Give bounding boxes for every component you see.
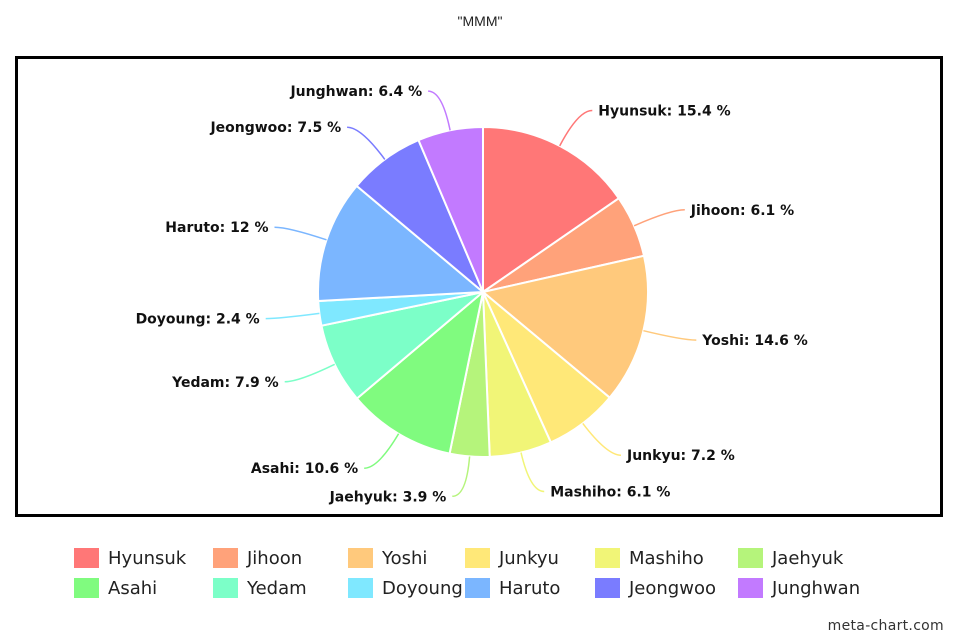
legend-swatch xyxy=(74,578,99,598)
data-label-jihoon: Jihoon: 6.1 % xyxy=(690,203,794,219)
leader-line-yedam xyxy=(284,363,336,383)
pie-slice-junghwan[interactable] xyxy=(417,125,484,293)
data-label-hyunsuk: Hyunsuk: 15.4 % xyxy=(598,104,730,120)
legend-item-jeongwoo[interactable]: Jeongwoo xyxy=(595,576,716,600)
legend-swatch xyxy=(348,548,373,568)
leader-line-jaehyuk xyxy=(452,456,471,498)
legend-label: Mashiho xyxy=(629,547,704,569)
leader-line-hyunsuk xyxy=(559,109,593,147)
watermark: meta-chart.com xyxy=(827,618,944,634)
pie-slice-asahi[interactable] xyxy=(355,289,485,455)
pie-slice-hyunsuk[interactable] xyxy=(482,125,621,294)
legend-item-yedam[interactable]: Yedam xyxy=(213,576,307,600)
legend-swatch xyxy=(595,548,620,568)
legend-label: Haruto xyxy=(499,577,561,599)
leader-line-haruto xyxy=(274,226,327,241)
data-label-doyoung: Doyoung: 2.4 % xyxy=(136,312,260,328)
legend-swatch xyxy=(465,548,490,568)
data-label-yoshi: Yoshi: 14.6 % xyxy=(701,333,808,349)
legend-swatch xyxy=(74,548,99,568)
data-label-jeongwoo: Jeongwoo: 7.5 % xyxy=(209,120,341,136)
leader-line-doyoung xyxy=(265,312,320,320)
legend-label: Jaehyuk xyxy=(772,547,844,569)
legend-label: Asahi xyxy=(108,577,158,599)
data-label-yedam: Yedam: 7.9 % xyxy=(171,375,279,391)
legend-swatch xyxy=(213,548,238,568)
legend-item-doyoung[interactable]: Doyoung xyxy=(348,576,463,600)
data-label-haruto: Haruto: 12 % xyxy=(165,220,268,236)
legend-label: Jeongwoo xyxy=(629,577,716,599)
legend-label: Yoshi xyxy=(382,547,428,569)
leader-line-jihoon xyxy=(633,209,685,227)
leader-line-yoshi xyxy=(643,329,697,341)
leader-line-asahi xyxy=(364,433,400,469)
legend-swatch xyxy=(738,578,763,598)
legend-item-junghwan[interactable]: Junghwan xyxy=(738,576,860,600)
data-label-mashiho: Mashiho: 6.1 % xyxy=(550,485,670,501)
data-label-junghwan: Junghwan: 6.4 % xyxy=(289,84,422,100)
legend-item-junkyu[interactable]: Junkyu xyxy=(465,546,559,570)
legend-item-hyunsuk[interactable]: Hyunsuk xyxy=(74,546,186,570)
legend-item-yoshi[interactable]: Yoshi xyxy=(348,546,427,570)
legend-item-asahi[interactable]: Asahi xyxy=(74,576,157,600)
legend-swatch xyxy=(465,578,490,598)
plot-area: Hyunsuk: 15.4 % Jihoon: 6.1 % Yoshi: 14.6 … xyxy=(15,56,943,517)
legend-item-jihoon[interactable]: Jihoon xyxy=(213,546,302,570)
chart-title: "MMM" xyxy=(457,13,503,29)
legend-label: Yedam xyxy=(247,577,307,599)
legend-label: Hyunsuk xyxy=(108,547,187,569)
pie-chart: Hyunsuk: 15.4 % Jihoon: 6.1 % Yoshi: 14.6 … xyxy=(136,84,808,505)
pie-slice-yoshi[interactable] xyxy=(480,254,649,400)
data-label-asahi: Asahi: 10.6 % xyxy=(251,461,358,477)
legend-label: Jihoon xyxy=(247,547,303,569)
leader-line-jeongwoo xyxy=(347,126,386,160)
legend-item-haruto[interactable]: Haruto xyxy=(465,576,560,600)
data-label-junkyu: Junkyu: 7.2 % xyxy=(626,448,735,464)
legend-swatch xyxy=(213,578,238,598)
legend-item-jaehyuk[interactable]: Jaehyuk xyxy=(738,546,843,570)
leader-line-junkyu xyxy=(582,422,622,456)
legend-label: Junghwan xyxy=(772,577,861,599)
leader-line-mashiho xyxy=(520,452,545,493)
data-label-jaehyuk: Jaehyuk: 3.9 % xyxy=(329,489,447,505)
legend-item-mashiho[interactable]: Mashiho xyxy=(595,546,704,570)
legend-swatch xyxy=(348,578,373,598)
legend-label: Doyoung xyxy=(382,577,463,599)
legend-swatch xyxy=(595,578,620,598)
leader-line-junghwan xyxy=(427,90,451,131)
legend-label: Junkyu xyxy=(499,547,559,569)
legend-swatch xyxy=(738,548,763,568)
